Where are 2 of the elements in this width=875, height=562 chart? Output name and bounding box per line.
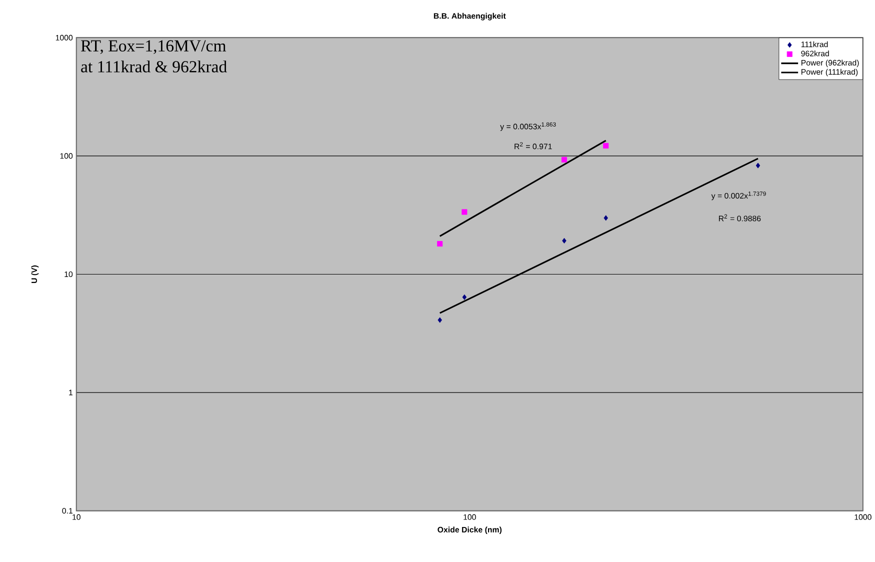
annotation: at 111krad & 962krad — [81, 60, 227, 72]
annotation: RT, Eox=1,16MV/cm — [80, 40, 226, 54]
